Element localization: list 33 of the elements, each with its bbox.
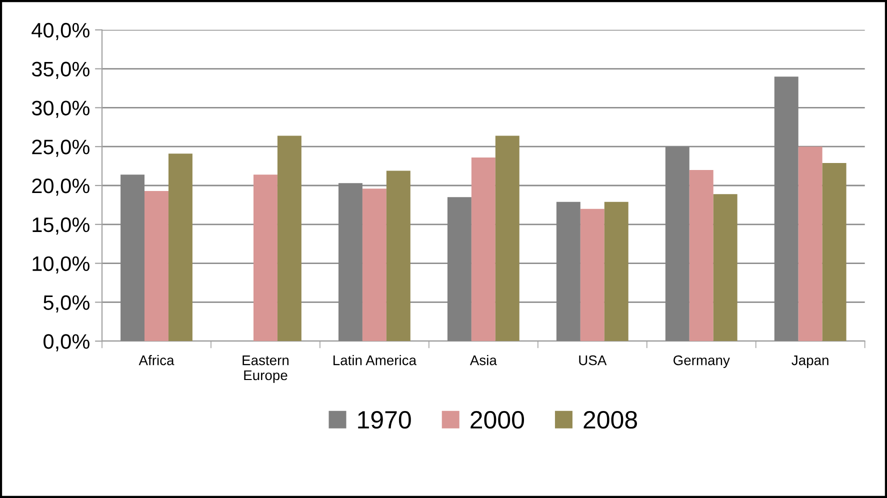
x-tick-label: Asia [470, 355, 497, 366]
y-tick-label: 5,0% [44, 295, 90, 312]
bar [253, 174, 278, 342]
x-tick-label: Latin America [334, 355, 417, 366]
y-tick-label: 30,0% [32, 100, 90, 118]
bar [689, 170, 714, 342]
y-tick-label: 25,0% [32, 140, 90, 157]
bar [604, 202, 628, 342]
bar [168, 154, 192, 342]
x-tick-label: Eastern Europe [242, 356, 288, 383]
bar [471, 157, 496, 342]
bar [277, 136, 302, 342]
x-tick-label: Japan [792, 356, 828, 368]
y-tick-label: 10,0% [32, 256, 90, 274]
legend-label: 1970 [358, 410, 411, 429]
x-tick-label: Africa [138, 355, 174, 366]
y-tick-label: 20,0% [32, 178, 90, 196]
bar [144, 190, 168, 342]
y-tick-label: 0,0% [44, 334, 90, 352]
x-tick-label: Germany [674, 355, 730, 368]
bar [495, 136, 520, 342]
bar [822, 162, 846, 342]
bar [713, 194, 738, 342]
bar [580, 208, 604, 342]
legend-label: 2000 [470, 410, 524, 429]
x-tick-label: USA [579, 355, 607, 366]
bar [386, 170, 410, 342]
bar [798, 146, 822, 342]
y-tick-label: 35,0% [32, 62, 90, 79]
y-tick-label: 40,0% [32, 22, 90, 40]
legend-label: 2008 [584, 410, 637, 429]
bar [362, 188, 386, 342]
y-tick-label: 15,0% [32, 217, 90, 235]
